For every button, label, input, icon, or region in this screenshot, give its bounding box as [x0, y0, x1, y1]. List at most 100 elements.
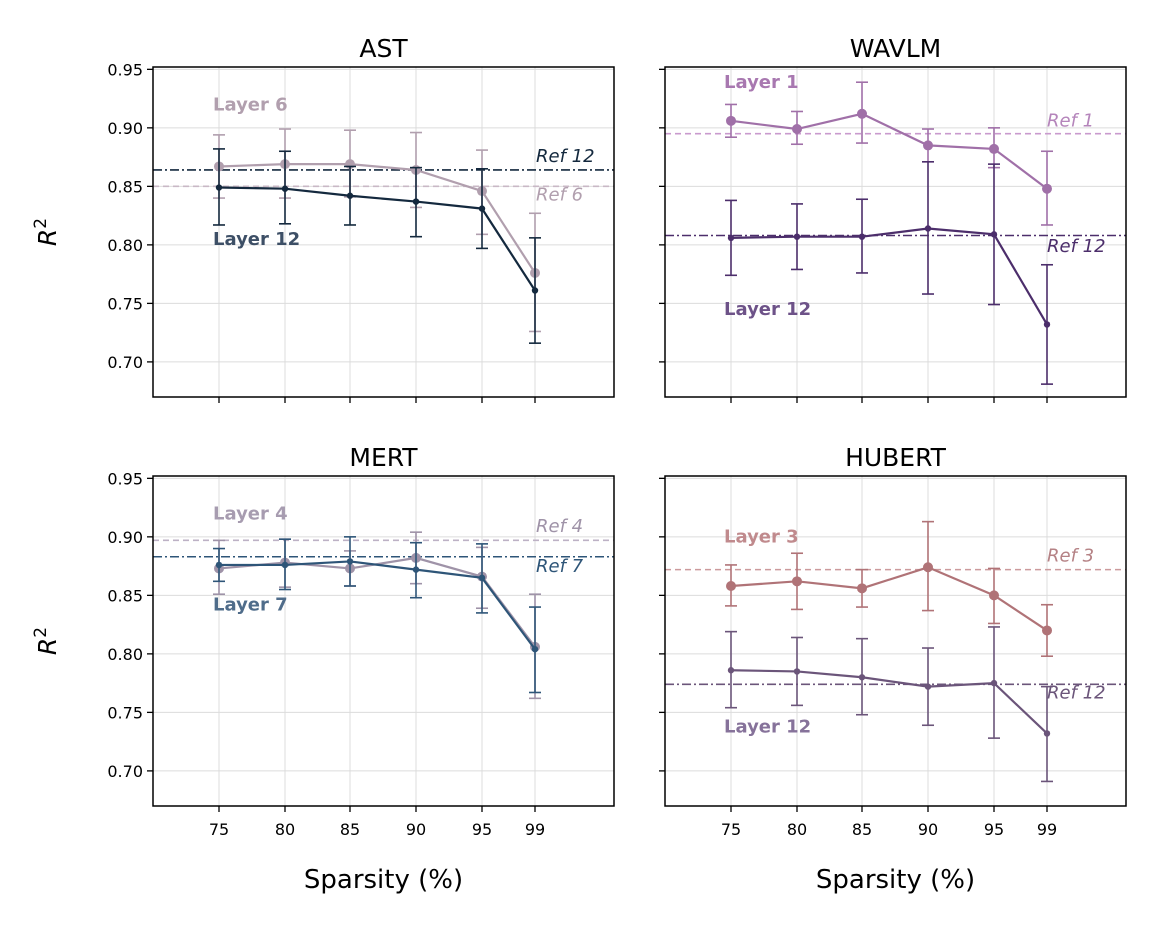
data-point: [727, 234, 735, 242]
y-tick-label: 0.90: [107, 119, 143, 138]
panel-hubert: Layer 3 Layer 12 Ref 3 Ref 12 HUBERT 75 80 85 90…: [659, 443, 1127, 895]
series-line: [218, 163, 536, 274]
data-point: [726, 115, 736, 126]
annotation-label: Layer 6: [213, 94, 288, 115]
data-point: [346, 558, 354, 565]
y-tick-label: 0.70: [107, 353, 143, 372]
x-tick-label: 85: [340, 820, 360, 839]
data-point: [727, 667, 735, 674]
y-tick-label: 0.85: [107, 586, 143, 605]
data-point: [1042, 183, 1052, 194]
panel-wavlm: Layer 1 Layer 12 Ref 1 Ref 12 WAVLM: [659, 34, 1127, 403]
plot-frame: [152, 66, 615, 398]
data-point: [215, 561, 223, 569]
data-point: [478, 205, 486, 212]
series-line: [730, 669, 1048, 735]
data-point: [531, 287, 539, 294]
data-point: [858, 233, 866, 240]
data-point: [281, 561, 289, 569]
y-tick-label: 0.95: [107, 60, 143, 79]
x-tick-label: 75: [209, 820, 229, 839]
data-point: [857, 108, 867, 119]
y-axis-label-base: R: [33, 638, 62, 655]
annotation-label: Ref 6: [536, 184, 583, 205]
annotation-label: Ref 12: [1047, 236, 1106, 257]
data-point: [1043, 730, 1051, 737]
x-tick-label: 95: [984, 820, 1004, 839]
annotation-label: Ref 3: [1047, 545, 1094, 566]
y-tick-label: 0.95: [107, 469, 143, 488]
annotation-label: Ref 7: [536, 556, 584, 577]
annotation-label: Layer 12: [724, 299, 811, 320]
series-line: [218, 186, 536, 292]
plot-frame: [152, 475, 615, 807]
data-point: [412, 198, 420, 205]
x-tick-label: 99: [1037, 820, 1057, 839]
annotation-label: Layer 4: [213, 503, 288, 524]
data-point: [858, 674, 866, 681]
plot-frame: [664, 66, 1127, 398]
data-point: [215, 184, 223, 191]
data-point: [412, 566, 420, 573]
data-point: [281, 185, 289, 192]
data-point: [923, 562, 933, 573]
data-point: [924, 683, 932, 690]
y-tick-label: 0.85: [107, 177, 143, 196]
y-axis-label-superscript: 2: [31, 627, 51, 638]
data-point: [989, 590, 999, 601]
annotation-label: Layer 12: [213, 229, 300, 250]
y-axis-label-superscript: 2: [31, 218, 51, 229]
data-point: [1042, 625, 1052, 636]
data-point: [792, 576, 802, 587]
data-point: [792, 124, 802, 135]
y-tick-label: 0.70: [107, 762, 143, 781]
annotation-label: Ref 4: [536, 516, 583, 537]
plot-frame: [664, 475, 1127, 807]
x-tick-label: 75: [721, 820, 741, 839]
annotation-label: Ref 12: [1047, 682, 1106, 703]
data-point: [989, 143, 999, 154]
data-point: [924, 225, 932, 232]
y-axis-label-base: R: [33, 229, 62, 246]
x-tick-label: 99: [525, 820, 545, 839]
y-tick-label: 0.80: [107, 645, 143, 664]
y-axis-label: R2: [31, 218, 62, 246]
data-point: [793, 668, 801, 675]
y-tick-label: 0.90: [107, 528, 143, 547]
x-axis-label: Sparsity (%): [816, 865, 975, 895]
x-tick-label: 95: [472, 820, 492, 839]
data-point: [346, 192, 354, 199]
x-tick-label: 90: [406, 820, 426, 839]
series-line: [730, 227, 1048, 326]
annotation-label: Ref 1: [1047, 111, 1094, 132]
y-axis-label: R2: [31, 627, 62, 655]
annotation-label: Ref 12: [536, 146, 595, 167]
annotation-label: Layer 1: [724, 72, 799, 93]
x-axis-label: Sparsity (%): [304, 865, 463, 895]
panel-title: WAVLM: [850, 34, 941, 63]
annotation-label: Layer 12: [724, 716, 811, 737]
x-tick-label: 80: [787, 820, 807, 839]
data-point: [990, 679, 998, 687]
data-point: [923, 140, 933, 151]
series-line: [730, 112, 1048, 190]
series-line: [219, 560, 536, 650]
data-point: [1043, 321, 1051, 328]
data-point: [793, 233, 801, 240]
x-tick-label: 85: [852, 820, 872, 839]
panel-ast: Layer 6 Layer 12 Ref 12 Ref 6 AST 0.95 0.90 0.8…: [31, 34, 615, 403]
data-point: [726, 581, 736, 591]
data-point: [990, 231, 998, 238]
x-tick-label: 90: [918, 820, 938, 839]
y-tick-label: 0.75: [107, 703, 143, 722]
panel-title: AST: [359, 34, 408, 63]
series-line: [730, 566, 1048, 632]
x-tick-label: 80: [275, 820, 295, 839]
annotation-label: Layer 7: [213, 595, 288, 616]
panel-title: MERT: [349, 443, 418, 472]
data-point: [857, 583, 867, 594]
data-point: [478, 574, 486, 582]
panel-mert: Layer 4 Layer 7 Ref 4 Ref 7 MERT 0.95 0.90 0.85…: [31, 443, 615, 895]
